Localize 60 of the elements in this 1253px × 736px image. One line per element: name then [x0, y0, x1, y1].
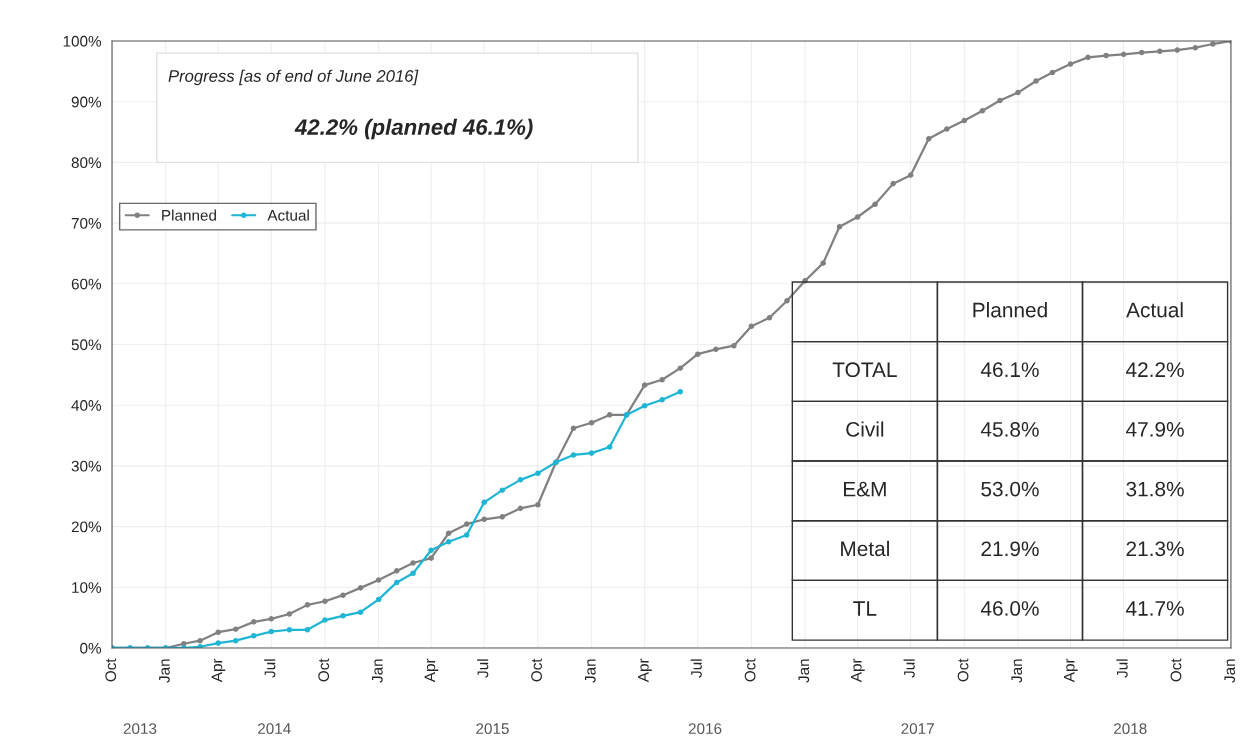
x-tick-label: Apr — [424, 658, 439, 683]
y-tick-label: 0% — [80, 642, 102, 654]
x-tick-label: Jul — [1116, 659, 1128, 678]
y-tick-label: 30% — [71, 460, 102, 472]
legend-label: Actual — [267, 209, 309, 221]
x-tick-label: Jan — [1224, 659, 1236, 683]
annotation: 46.1% — [980, 362, 1039, 378]
annotation: 45.8% — [980, 422, 1039, 437]
x-tick-label: Apr — [638, 658, 652, 683]
annotation: 53.0% — [981, 481, 1039, 497]
x-tick-label: Oct — [318, 658, 330, 682]
annotation: TL — [853, 601, 877, 616]
x-tick-label: Jul — [690, 659, 702, 678]
annotation: 42.2% — [1125, 362, 1184, 378]
x-tick-label: Oct — [957, 658, 969, 682]
y-tick-label: 90% — [71, 96, 102, 108]
annotation: TOTAL — [832, 362, 897, 378]
text: 2013 — [123, 723, 157, 735]
annotation: 42.2% (planned 46.1%) — [294, 118, 533, 140]
y-tick-label: 80% — [71, 157, 102, 169]
x-tick-label: Jan — [1011, 659, 1023, 683]
annotation: 21.3% — [1126, 541, 1184, 557]
annotation: 31.8% — [1126, 481, 1184, 497]
text: 2014 — [258, 723, 291, 735]
annotation: Actual — [1126, 302, 1183, 318]
x-tick-label: Apr — [1063, 658, 1078, 683]
x-tick-label: Apr — [211, 658, 226, 683]
annotation: E&M — [844, 481, 886, 497]
annotation: 21.9% — [981, 541, 1039, 557]
x-tick-label: Jul — [477, 659, 489, 678]
text: 2017 — [901, 723, 934, 735]
y-tick-label: 20% — [71, 521, 102, 533]
x-tick-label: Jan — [798, 659, 810, 683]
y-tick-label: 60% — [71, 278, 102, 290]
x-tick-label: Oct — [744, 658, 756, 682]
x-tick-label: Jan — [372, 659, 383, 683]
annotation: 41.7% — [1125, 601, 1184, 616]
annotation: Progress [as of end of June 2016] — [168, 69, 419, 86]
x-tick-label: Oct — [105, 658, 117, 682]
annotation: 47.9% — [1125, 422, 1184, 437]
y-tick-label: 10% — [72, 582, 102, 593]
x-tick-label: Oct — [531, 658, 542, 682]
legend-label: Planned — [162, 209, 216, 221]
y-tick-label: 40% — [71, 400, 102, 411]
y-tick-label: 70% — [71, 217, 102, 229]
text: 2015 — [476, 723, 509, 735]
x-tick-label: Jul — [903, 659, 915, 678]
x-tick-label: Jan — [585, 659, 596, 683]
y-tick-label: 100% — [63, 35, 102, 47]
x-tick-label: Jan — [159, 659, 170, 683]
annotation: Metal — [841, 540, 889, 557]
x-tick-label: Oct — [1170, 658, 1182, 682]
annotation: Planned — [973, 302, 1047, 318]
annotation: 46.0% — [980, 601, 1039, 616]
y-tick-label: 50% — [71, 339, 102, 351]
annotation: Civil — [846, 421, 884, 437]
x-tick-label: Apr — [851, 658, 865, 683]
x-tick-label: Jul — [264, 659, 276, 678]
text: 2016 — [688, 723, 722, 735]
text: 2018 — [1114, 723, 1147, 735]
